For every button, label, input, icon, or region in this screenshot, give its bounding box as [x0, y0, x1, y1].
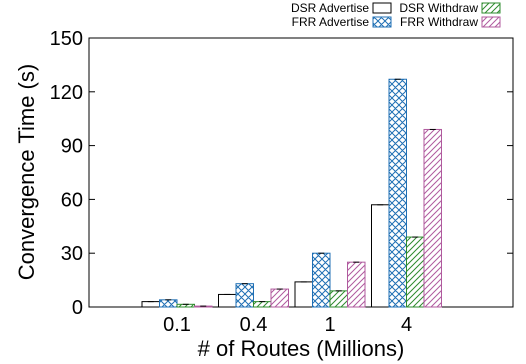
legend: DSR Advertise FRR Advertise DSR Withdraw…	[291, 1, 501, 29]
bar-frr-withdraw	[347, 261, 366, 308]
x-tick-label: 0.4	[240, 314, 268, 336]
legend-label-frr-withdraw: FRR Withdraw	[400, 15, 478, 29]
legend-item-frr-withdraw: FRR Withdraw	[400, 15, 501, 29]
bar-frr-advertise	[312, 252, 331, 308]
bar-dsr-withdraw	[406, 236, 425, 308]
y-tick-label: 60	[61, 189, 83, 211]
legend-item-dsr-withdraw: DSR Withdraw	[399, 1, 501, 15]
bar-dsr-withdraw	[253, 301, 272, 308]
x-tick-label: 0.1	[163, 314, 191, 336]
bar-frr-advertise	[235, 283, 254, 308]
bar-dsr-advertise	[141, 301, 160, 308]
bar-dsr-advertise	[371, 204, 390, 308]
legend-item-dsr-advertise: DSR Advertise	[291, 1, 392, 15]
y-tick-label: 0	[72, 297, 83, 319]
legend-label-dsr-withdraw: DSR Withdraw	[399, 1, 478, 15]
y-tick-label: 150	[50, 28, 83, 50]
y-tick-label: 30	[61, 243, 83, 265]
legend-item-frr-advertise: FRR Advertise	[292, 15, 392, 29]
bar-frr-advertise	[159, 299, 178, 308]
plot-frame	[88, 37, 514, 308]
bar-dsr-advertise	[294, 281, 313, 308]
bar-frr-withdraw	[423, 128, 442, 308]
legend-swatch-dsr-withdraw	[481, 2, 501, 14]
bar-dsr-advertise	[218, 293, 237, 308]
x-tick-label: 4	[401, 314, 412, 336]
y-tick-label: 120	[50, 82, 83, 104]
legend-swatch-frr-withdraw	[481, 16, 501, 28]
x-axis-label: # of Routes (Millions)	[198, 336, 405, 361]
y-tick-label: 90	[61, 136, 83, 158]
legend-label-dsr-advertise: DSR Advertise	[291, 1, 369, 15]
bar-frr-withdraw	[270, 288, 289, 308]
bar-frr-advertise	[388, 78, 407, 308]
legend-swatch-dsr-advertise	[372, 2, 392, 14]
legend-swatch-frr-advertise	[372, 16, 392, 28]
x-tick-label: 1	[324, 314, 335, 336]
bars	[141, 78, 442, 308]
y-axis-label: Convergence Time (s)	[14, 64, 39, 280]
bar-dsr-withdraw	[329, 290, 348, 308]
legend-label-frr-advertise: FRR Advertise	[292, 15, 370, 29]
y-axis: 0 30 60 90 120 150	[50, 28, 513, 319]
